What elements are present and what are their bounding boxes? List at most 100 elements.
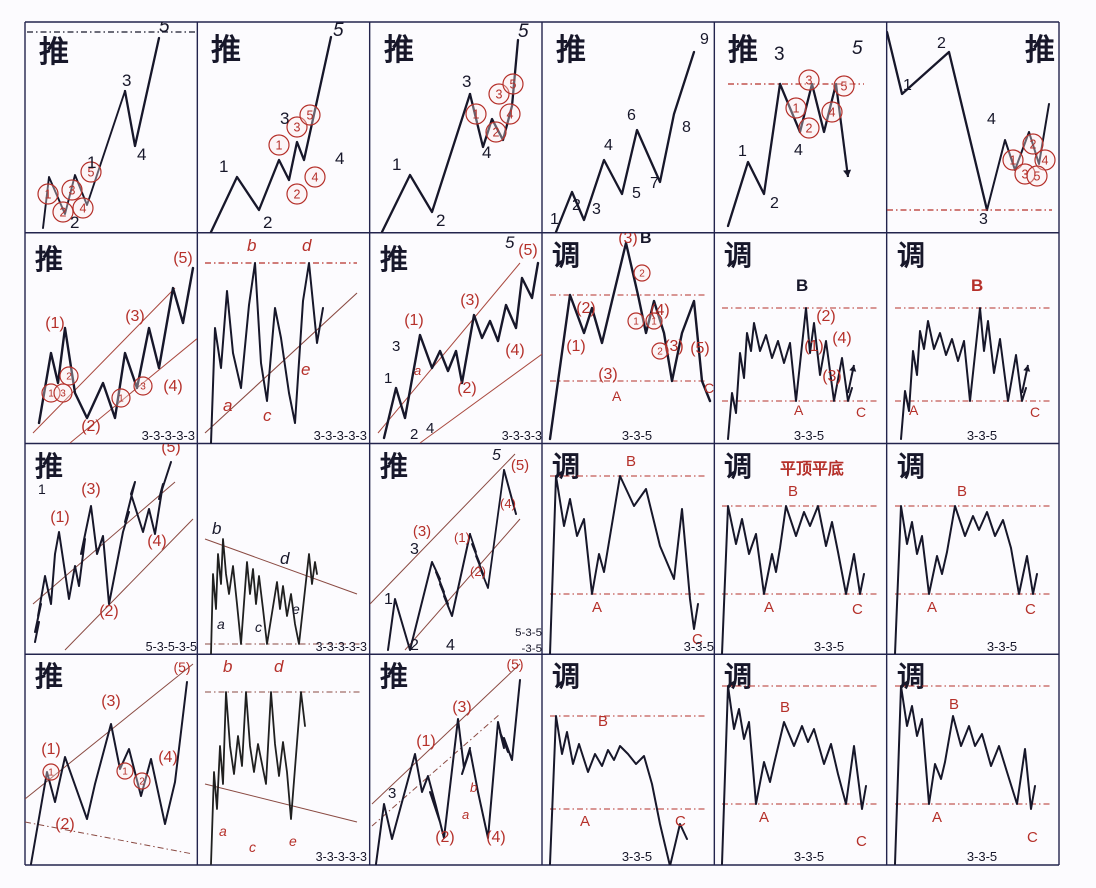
svg-text:4: 4 (1041, 153, 1048, 167)
svg-text:3-3-5: 3-3-5 (622, 428, 652, 443)
svg-text:a: a (414, 363, 421, 378)
svg-text:C: C (856, 404, 866, 420)
svg-text:(5): (5) (161, 444, 181, 456)
svg-text:(1): (1) (416, 733, 436, 750)
svg-text:A: A (612, 388, 622, 404)
svg-text:(5): (5) (173, 250, 193, 267)
svg-text:推: 推 (380, 244, 408, 275)
svg-text:调: 调 (552, 661, 580, 692)
svg-text:B: B (971, 276, 983, 295)
svg-text:2: 2 (410, 636, 419, 653)
svg-text:b: b (223, 657, 232, 676)
svg-text:3-3-5: 3-3-5 (684, 638, 714, 653)
svg-text:3-3-5: 3-3-5 (986, 638, 1016, 653)
svg-text:3-3-5: 3-3-5 (622, 849, 652, 864)
svg-text:B: B (957, 483, 967, 500)
svg-text:2: 2 (572, 197, 581, 214)
svg-text:(1): (1) (50, 509, 70, 526)
svg-text:2: 2 (492, 125, 499, 139)
svg-text:1: 1 (550, 211, 559, 228)
svg-text:(4): (4) (650, 302, 670, 319)
svg-text:调: 调 (724, 451, 752, 482)
svg-text:2: 2 (294, 187, 301, 201)
svg-text:(3): (3) (598, 366, 618, 383)
svg-text:8: 8 (682, 119, 691, 136)
svg-text:(4): (4) (486, 829, 506, 846)
svg-text:(2): (2) (470, 563, 486, 578)
svg-text:b: b (212, 519, 221, 538)
svg-text:1: 1 (793, 102, 800, 116)
svg-text:(1): (1) (454, 530, 470, 545)
svg-text:1: 1 (48, 388, 54, 399)
svg-text:5: 5 (505, 233, 515, 252)
svg-text:4: 4 (829, 106, 836, 120)
svg-text:B: B (780, 699, 790, 716)
svg-text:3-3-5: 3-3-5 (814, 638, 844, 653)
svg-text:推: 推 (380, 451, 408, 482)
svg-text:2: 2 (806, 121, 813, 135)
svg-text:A: A (794, 402, 804, 418)
svg-text:-3-5: -3-5 (521, 642, 541, 654)
svg-text:d: d (280, 548, 290, 567)
svg-text:9: 9 (700, 31, 709, 48)
svg-text:3: 3 (592, 201, 601, 218)
svg-text:A: A (764, 598, 774, 615)
svg-text:5: 5 (307, 109, 314, 123)
svg-text:1: 1 (738, 143, 747, 160)
svg-text:5: 5 (333, 22, 344, 41)
svg-text:(3): (3) (452, 699, 472, 716)
svg-text:(5): (5) (173, 659, 190, 675)
svg-text:c: c (263, 406, 272, 425)
svg-text:6: 6 (627, 107, 636, 124)
svg-text:4: 4 (137, 145, 146, 164)
svg-text:(5): (5) (510, 457, 528, 474)
svg-text:(2): (2) (457, 380, 477, 397)
svg-text:7: 7 (650, 175, 659, 192)
svg-text:(3): (3) (460, 292, 480, 309)
svg-text:e: e (301, 360, 310, 379)
svg-text:3-3-3-3-3: 3-3-3-3-3 (316, 850, 367, 864)
svg-text:1: 1 (384, 370, 392, 387)
svg-text:(2): (2) (435, 829, 455, 846)
svg-text:3: 3 (392, 338, 400, 355)
svg-text:(4): (4) (833, 330, 853, 347)
svg-text:5: 5 (492, 447, 501, 464)
svg-text:3-3-3-3-3: 3-3-3-3-3 (142, 428, 195, 443)
svg-text:4: 4 (80, 201, 87, 215)
svg-text:B: B (788, 483, 798, 500)
svg-text:c: c (249, 839, 256, 855)
svg-text:2: 2 (657, 346, 663, 357)
svg-text:(4): (4) (500, 496, 516, 511)
svg-text:2: 2 (66, 371, 72, 382)
svg-text:3: 3 (388, 785, 396, 802)
svg-text:1: 1 (48, 768, 54, 779)
svg-text:2: 2 (263, 213, 272, 232)
svg-text:推: 推 (35, 244, 63, 275)
svg-text:推: 推 (1025, 34, 1055, 67)
svg-text:3: 3 (410, 540, 419, 557)
svg-text:推: 推 (728, 34, 758, 67)
svg-text:3: 3 (69, 183, 76, 197)
svg-text:2: 2 (70, 213, 79, 232)
svg-text:5-3-5: 5-3-5 (515, 626, 542, 638)
svg-text:A: A (909, 402, 919, 418)
svg-text:(2): (2) (576, 300, 596, 317)
svg-text:5-3-5-3-5: 5-3-5-3-5 (146, 639, 197, 653)
svg-text:(3): (3) (125, 308, 145, 325)
svg-text:2: 2 (410, 426, 418, 443)
svg-text:3: 3 (280, 109, 289, 128)
svg-text:2: 2 (139, 777, 145, 788)
svg-text:5: 5 (509, 78, 516, 92)
svg-text:1: 1 (87, 153, 96, 172)
svg-text:推: 推 (380, 661, 408, 692)
svg-text:c: c (255, 618, 262, 634)
svg-text:1: 1 (384, 590, 393, 607)
svg-text:调: 调 (552, 240, 580, 271)
svg-text:(5): (5) (506, 656, 523, 672)
svg-text:(1): (1) (805, 338, 825, 355)
svg-text:(3): (3) (664, 338, 684, 355)
svg-text:a: a (217, 615, 225, 631)
svg-text:e: e (289, 833, 297, 849)
svg-text:3: 3 (294, 120, 301, 134)
svg-text:B: B (626, 453, 636, 470)
